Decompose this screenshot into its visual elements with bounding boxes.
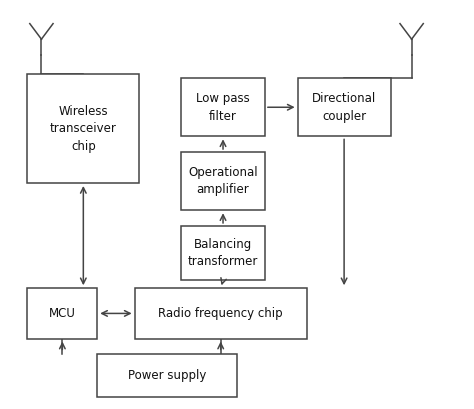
FancyBboxPatch shape [27,74,139,183]
FancyBboxPatch shape [181,78,265,137]
Text: Power supply: Power supply [128,369,206,382]
FancyBboxPatch shape [135,288,307,339]
Text: Operational
amplifier: Operational amplifier [188,166,258,196]
Text: Balancing
transformer: Balancing transformer [188,238,258,268]
FancyBboxPatch shape [298,78,391,137]
FancyBboxPatch shape [181,226,265,280]
Text: Directional
coupler: Directional coupler [312,92,376,123]
Text: Radio frequency chip: Radio frequency chip [158,307,283,320]
FancyBboxPatch shape [97,354,237,397]
Text: Low pass
filter: Low pass filter [196,92,250,123]
Text: Wireless
transceiver
chip: Wireless transceiver chip [50,105,117,153]
FancyBboxPatch shape [181,152,265,210]
Text: MCU: MCU [49,307,76,320]
FancyBboxPatch shape [27,288,97,339]
